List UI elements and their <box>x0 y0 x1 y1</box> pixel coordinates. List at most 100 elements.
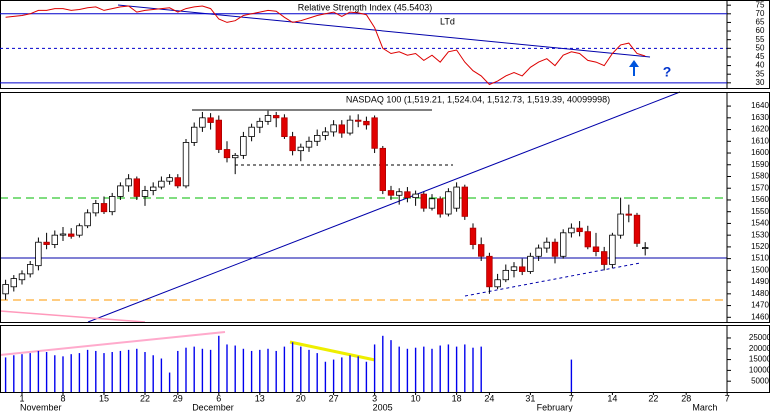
x-tick-label: 27 <box>329 393 339 403</box>
y-tick-label: 1590 <box>751 160 769 169</box>
candle-body <box>404 191 411 199</box>
candle-body <box>617 213 624 236</box>
y-tick-label: 1630 <box>751 113 769 122</box>
price-trendline <box>87 91 681 323</box>
candle-body <box>199 117 206 128</box>
candle-body <box>601 251 608 265</box>
candle-body <box>477 244 485 257</box>
candle-body <box>84 212 91 227</box>
candle-body <box>576 227 583 233</box>
volume-trendline <box>0 331 226 356</box>
candle-body <box>43 241 50 245</box>
y-tick-label: 1610 <box>751 136 769 145</box>
candle-body <box>543 241 550 249</box>
candle-body <box>346 119 354 134</box>
y-tick-label: 65 <box>756 18 765 27</box>
candle-body <box>633 214 641 244</box>
candle-body <box>215 119 222 150</box>
candle-body <box>109 196 116 213</box>
candle-body <box>592 246 600 252</box>
candle-body <box>207 117 214 123</box>
candle-body <box>18 273 26 281</box>
pink-trendline <box>0 310 146 323</box>
candle-body <box>289 136 296 152</box>
y-tick-label: 1570 <box>751 183 769 192</box>
y-tick-label: 1600 <box>751 148 769 157</box>
candle-body <box>560 232 567 257</box>
x-tick-label: 31 <box>525 393 535 403</box>
candle-body <box>256 120 263 128</box>
candle-body <box>281 117 288 137</box>
candle-body <box>305 140 313 148</box>
panel-title: Relative Strength Index (45.5403) <box>298 2 433 12</box>
y-tick-label: 70 <box>756 9 765 18</box>
x-tick-label: 8 <box>60 393 65 403</box>
candle-body <box>322 131 329 136</box>
candle-body <box>502 269 509 281</box>
candle-body <box>363 120 370 126</box>
candle-body <box>420 193 427 209</box>
x-tick-label: 1 <box>19 393 24 403</box>
candle-body <box>272 115 280 119</box>
month-label: February <box>537 402 574 412</box>
candle-body <box>568 227 575 234</box>
candle-body <box>609 234 616 265</box>
volume-trendline <box>289 340 376 362</box>
candle-body <box>551 241 559 257</box>
candle-body <box>642 247 649 250</box>
candle-body <box>190 126 198 143</box>
candle-body <box>92 203 99 214</box>
annotation-label: LTd <box>440 16 455 26</box>
candle-body <box>10 278 17 288</box>
candle-body <box>379 147 386 191</box>
candle-body <box>338 124 345 134</box>
rsi-line <box>5 5 646 86</box>
candle-body <box>133 178 140 197</box>
candle-body <box>584 231 591 248</box>
y-tick-label: 60 <box>756 26 765 35</box>
candle-body <box>248 126 255 137</box>
arrow-head <box>629 60 639 67</box>
candle-body <box>100 203 108 213</box>
y-tick-label: 75 <box>756 0 765 9</box>
candle-body <box>231 154 239 159</box>
y-tick-label: 1500 <box>751 265 769 274</box>
panel-title: NASDAQ 100 (1,519.21, 1,524.04, 1,512.73… <box>346 94 610 104</box>
candle-body <box>26 264 34 275</box>
y-tick-label: 1540 <box>751 219 769 228</box>
candle-body <box>535 247 542 257</box>
candle-body <box>354 119 362 122</box>
y-tick-label: 1550 <box>751 207 769 216</box>
y-tick-label: 10000 <box>749 365 770 374</box>
candle-body <box>174 177 181 187</box>
candle-body <box>158 180 165 188</box>
candle-body <box>428 198 436 209</box>
x-tick-label: 14 <box>607 393 617 403</box>
x-tick-label: 13 <box>255 393 265 403</box>
candle-body <box>494 279 501 288</box>
candle-body <box>240 136 247 156</box>
candle-body <box>2 284 9 295</box>
y-tick-label: 1490 <box>751 277 769 286</box>
y-tick-label: 1510 <box>751 254 769 263</box>
candle-body <box>486 255 493 288</box>
candle-body <box>371 117 378 149</box>
candle-body <box>141 190 149 197</box>
candle-body <box>68 233 75 237</box>
candle-body <box>223 149 231 159</box>
y-tick-label: 1520 <box>751 242 769 251</box>
x-tick-label: 22 <box>140 393 150 403</box>
candle-body <box>453 186 460 209</box>
x-tick-label: 20 <box>296 393 306 403</box>
candle-body <box>59 233 67 236</box>
y-tick-label: 55 <box>756 35 765 44</box>
month-label: 2005 <box>373 402 393 412</box>
candle-body <box>182 142 190 187</box>
candle-body <box>461 186 468 217</box>
y-tick-label: 25000 <box>749 333 770 342</box>
candle-body <box>469 227 477 245</box>
x-tick-label: 7 <box>569 393 574 403</box>
candle-body <box>264 115 272 122</box>
